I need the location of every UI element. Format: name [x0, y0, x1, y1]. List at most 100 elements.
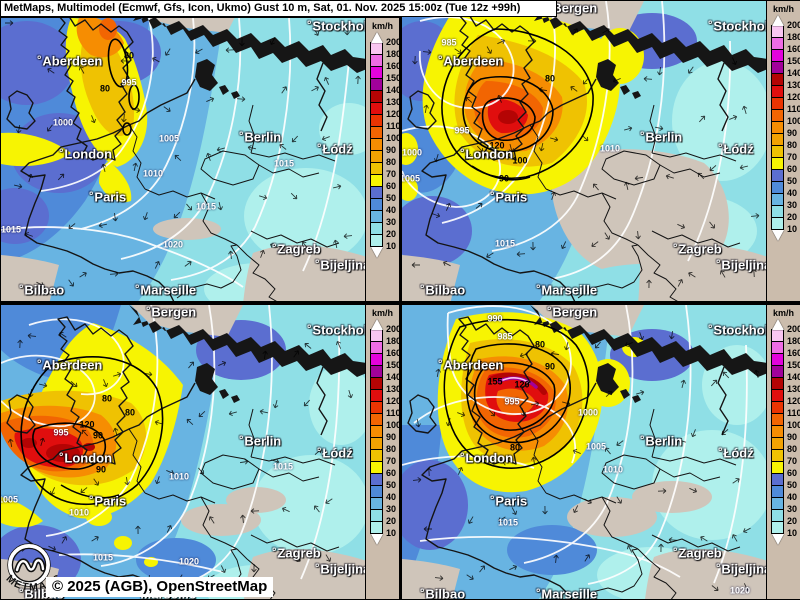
legend-tick-label: 20	[386, 229, 397, 240]
legend-tick-label: 80	[386, 444, 397, 455]
legend-tick-label: 40	[386, 492, 397, 503]
legend-tick-label: 140	[386, 85, 402, 96]
legend-tick-label: 70	[787, 456, 798, 467]
legend-tick-label: 130	[787, 80, 800, 91]
legend-arrow-up-icon	[370, 32, 383, 43]
legend-tick-label: 100	[386, 420, 402, 431]
legend-tick-label: 30	[386, 504, 397, 515]
logo-ring	[8, 544, 50, 586]
gust-map-gfs[interactable]: °Bergen°Stockholm°Aberdeen°Berlin°Łódź°L…	[401, 0, 767, 302]
legend-tick-label: 130	[386, 97, 402, 108]
legend-tick-label: 200	[787, 20, 800, 31]
legend-tick-label: 80	[386, 157, 397, 168]
legend-tick-label: 140	[386, 372, 402, 383]
gust-color-scale: 200 180 160 150 140 130 120 110 100 90 80 70 60 50 40 3…	[370, 32, 402, 258]
legend-strip: km/h 200 180 160 150 140 130 120 110 100 90 80 70 60…	[366, 304, 402, 600]
logo-ring-inner	[11, 547, 47, 583]
legend-tick-label: 10	[787, 528, 798, 539]
legend-tick-label: 50	[386, 480, 397, 491]
legend-arrow-down-icon	[771, 230, 784, 241]
wind-arrows	[411, 27, 760, 289]
map-panel-icon: °Bergen°Stockholm°Aberdeen°Berlin°Łódź°L…	[0, 304, 402, 600]
legend-unit-label: km/h	[371, 308, 393, 318]
legend-tick-label: 60	[787, 468, 798, 479]
legend-arrow-down-icon	[771, 534, 784, 545]
legend-tick-label: 90	[386, 145, 397, 156]
legend-tick-label: 110	[386, 408, 401, 419]
legend-tick-label: 160	[787, 44, 800, 55]
gust-field-map	[402, 1, 766, 301]
gust-map-ecmwf[interactable]: °Bergen°Stockholm°Aberdeen°Berlin°Łódź°L…	[0, 17, 366, 302]
legend-tick-label: 200	[386, 324, 402, 335]
legend-tick-label: 80	[787, 140, 798, 151]
legend-strip: km/h 200 180 160 150 140 130 120 110 100 90 80 70 60…	[767, 304, 800, 600]
legend-tick-label: 30	[787, 504, 798, 515]
legend-tick-label: 100	[787, 116, 800, 127]
legend-tick-label: 160	[787, 348, 800, 359]
legend-tick-label: 100	[386, 133, 402, 144]
legend-tick-label: 110	[386, 121, 401, 132]
legend-tick-label: 40	[787, 188, 798, 199]
legend-tick-label: 70	[386, 456, 397, 467]
legend-tick-label: 120	[787, 92, 800, 103]
legend-tick-label: 110	[787, 408, 800, 419]
logo-wave-icon	[15, 559, 45, 572]
legend-color-swatch	[370, 234, 383, 247]
legend-tick-label: 30	[787, 200, 798, 211]
legend-tick-label: 20	[787, 212, 798, 223]
legend-tick-label: 10	[386, 528, 397, 539]
legend-tick-label: 100	[787, 420, 800, 431]
legend-strip: km/h 200 180 160 150 140 130 120 110 100 90 80 70 60…	[767, 0, 800, 302]
legend-tick-label: 140	[787, 68, 800, 79]
legend-tick-label: 160	[386, 61, 402, 72]
legend-tick-label: 10	[787, 224, 798, 235]
legend-tick-label: 130	[787, 384, 800, 395]
legend-tick-label: 60	[787, 164, 798, 175]
legend-tick-label: 40	[787, 492, 798, 503]
legend-tick-label: 20	[787, 516, 798, 527]
legend-tick-label: 120	[787, 396, 800, 407]
title-bar: MetMaps, Multimodel (Ecmwf, Gfs, Icon, U…	[0, 0, 557, 17]
legend-tick-label: 110	[787, 104, 800, 115]
legend-tick-label: 90	[386, 432, 397, 443]
legend-tick-label: 180	[787, 32, 800, 43]
legend-tick-label: 60	[386, 181, 397, 192]
gust-color-scale: 200 180 160 150 140 130 120 110 100 90 80 70 60 50 40 3…	[771, 319, 800, 545]
legend-tick-label: 30	[386, 217, 397, 228]
legend-tick-label: 70	[787, 152, 798, 163]
legend-unit-label: km/h	[772, 4, 794, 14]
legend-tick-label: 50	[787, 176, 798, 187]
legend-tick-label: 150	[386, 360, 402, 371]
copyright-attribution[interactable]: © 2025 (AGB), OpenStreetMap	[46, 577, 274, 597]
legend-tick-label: 70	[386, 169, 397, 180]
legend-arrow-up-icon	[370, 319, 383, 330]
legend-tick-label: 90	[787, 128, 798, 139]
legend-tick-label: 90	[787, 432, 798, 443]
gust-field-map	[402, 305, 766, 599]
legend-tick-label: 180	[386, 336, 402, 347]
legend-arrow-down-icon	[370, 247, 383, 258]
legend-tick-label: 180	[386, 49, 402, 60]
legend-strip: km/h 200 180 160 150 140 130 120 110 100 90 80 70 60…	[366, 17, 402, 302]
gust-field-map	[1, 18, 365, 301]
legend-arrow-down-icon	[370, 534, 383, 545]
legend-tick-label: 160	[386, 348, 402, 359]
legend-tick-label: 150	[787, 56, 800, 67]
legend-tick-label: 120	[386, 396, 402, 407]
legend-tick-label: 20	[386, 516, 397, 527]
wind-arrows	[5, 20, 361, 288]
map-panel-ecmwf: °Bergen°Stockholm°Aberdeen°Berlin°Łódź°L…	[0, 17, 402, 302]
gust-map-icon[interactable]: °Bergen°Stockholm°Aberdeen°Berlin°Łódź°L…	[0, 304, 366, 600]
legend-tick-label: 200	[787, 324, 800, 335]
legend-color-swatch	[771, 521, 784, 534]
legend-tick-label: 130	[386, 384, 402, 395]
map-panel-ukmo: °Bergen°Stockholm°Aberdeen°Berlin°Łódź°L…	[401, 304, 800, 600]
legend-unit-label: km/h	[772, 308, 794, 318]
legend-tick-label: 10	[386, 241, 397, 252]
gust-map-ukmo[interactable]: °Bergen°Stockholm°Aberdeen°Berlin°Łódź°L…	[401, 304, 767, 600]
map-panel-gfs: °Bergen°Stockholm°Aberdeen°Berlin°Łódź°L…	[401, 0, 800, 302]
legend-color-swatch	[370, 521, 383, 534]
legend-tick-label: 200	[386, 37, 402, 48]
legend-tick-label: 50	[787, 480, 798, 491]
